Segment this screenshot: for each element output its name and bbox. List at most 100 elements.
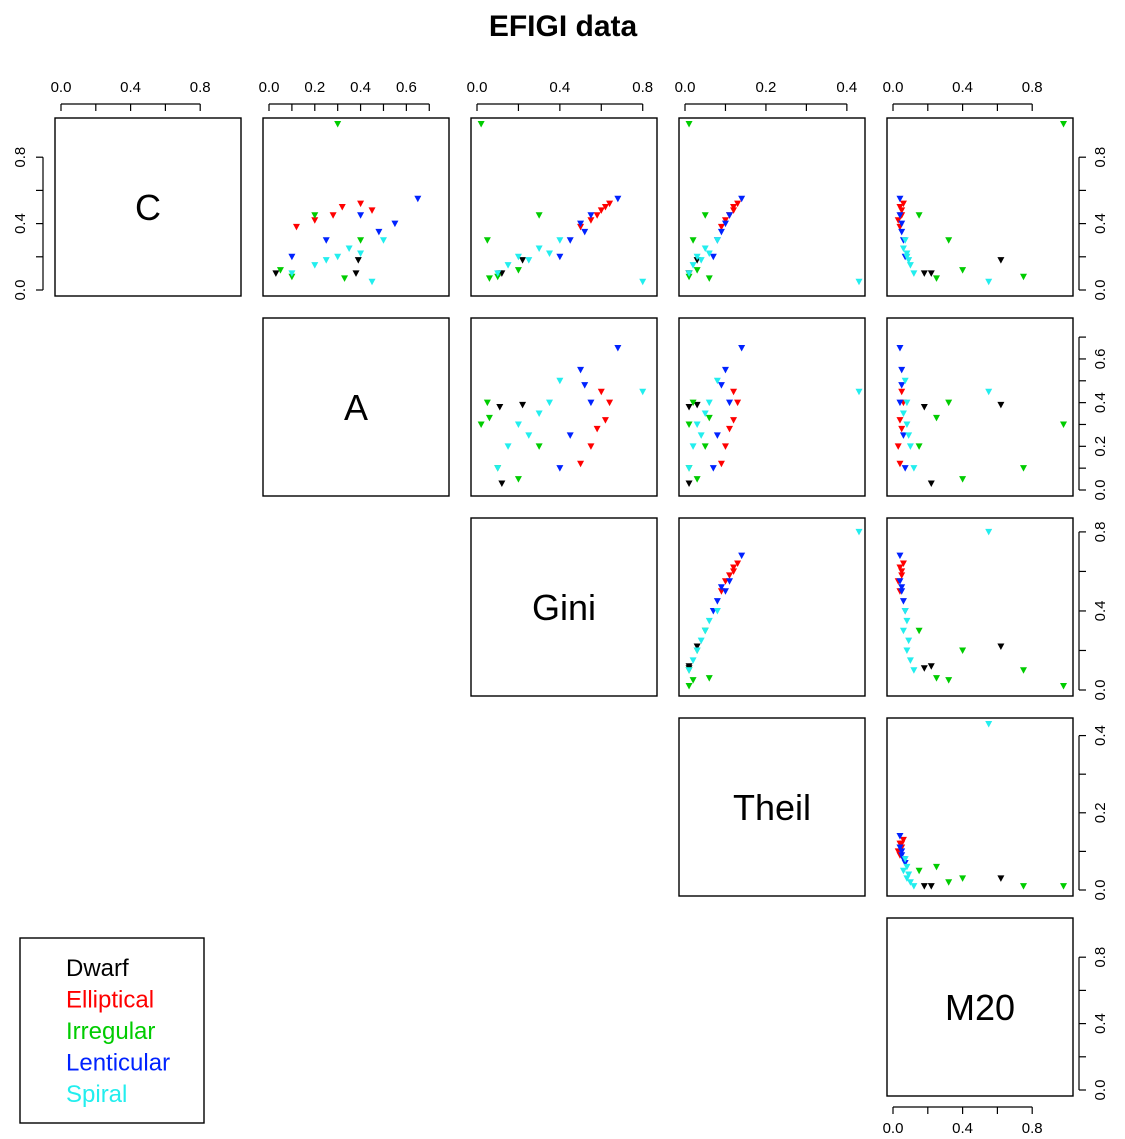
right-axis-m20: 0.0 0.4 0.8 [1078,947,1109,1100]
point-elliptical-4 [717,223,725,231]
panel-c-c: C [54,117,242,297]
point-lenticular-0 [896,578,904,585]
point-irregular-0 [685,421,693,428]
panel-frame [886,517,1074,697]
top-axis-m20: 0.0 0.4 0.8 [883,79,1043,111]
tick-label: 0.0 [883,1120,904,1137]
point-dwarf-2 [352,270,360,277]
tick-label: 0.8 [190,79,211,96]
point-elliptical-3 [606,200,614,208]
point-elliptical-3 [899,560,907,568]
point-lenticular-3 [614,345,622,352]
tick-label: 0.2 [756,79,777,96]
point-irregular-5 [933,275,940,282]
tick-label: 0.4 [952,1120,973,1137]
point-lenticular-4 [901,465,909,472]
point-irregular-2 [483,237,491,244]
point-elliptical-0 [896,204,904,211]
point-lenticular-0 [587,212,595,219]
tick-label: 0.0 [51,79,72,96]
point-elliptical-5 [368,207,376,214]
point-irregular-1 [1020,883,1027,890]
point-spiral-6 [525,432,533,439]
panel-frame [678,517,866,697]
tick-label: 0.4 [120,79,141,96]
point-spiral-2 [899,627,907,635]
point-spiral-1 [906,262,914,269]
top-axis-a: 0.0 0.2 0.4 0.6 [259,79,430,111]
point-spiral-3 [910,465,918,472]
point-spiral-7 [705,617,713,625]
tick-label: 0.8 [12,147,29,168]
tick-label: 0.0 [1092,480,1109,501]
tick-label: 0.4 [1092,601,1109,622]
point-irregular-5 [705,275,713,282]
point-lenticular-5 [717,382,725,389]
point-irregular-2 [483,399,491,407]
point-lenticular-2 [322,237,330,244]
tick-label: 0.4 [1092,392,1109,413]
right-axis-c: 0.0 0.4 0.8 [1078,147,1109,300]
point-elliptical-0 [338,204,346,211]
point-lenticular-0 [896,399,904,407]
tick-label: 0.0 [675,79,696,96]
point-irregular-0 [1060,421,1068,428]
point-lenticular-2 [713,432,721,439]
tick-label: 0.4 [1092,213,1109,234]
point-spiral-0 [693,421,701,428]
point-lenticular-0 [726,212,734,219]
point-elliptical-1 [593,425,601,433]
point-irregular-5 [485,414,493,422]
point-irregular-2 [357,237,365,244]
point-elliptical-2 [721,217,729,224]
right-axis-a: 0.0 0.2 0.4 0.6 [1078,336,1109,501]
point-elliptical-0 [896,417,904,424]
point-spiral-7 [903,863,911,871]
point-irregular-3 [915,627,923,635]
tick-label: 0.2 [1092,802,1109,823]
panel-frame [678,317,866,497]
point-lenticular-5 [375,228,383,236]
point-irregular-3 [701,443,709,450]
point-irregular-2 [945,677,953,684]
point-spiral-0 [903,253,911,261]
point-dwarf-0 [997,643,1005,651]
point-lenticular-1 [721,220,729,228]
point-dwarf-0 [997,401,1005,409]
point-spiral-4 [901,607,909,615]
point-lenticular-3 [614,195,622,203]
point-spiral-6 [905,432,913,439]
panel-frame [886,317,1074,497]
point-spiral-5 [855,528,863,536]
point-elliptical-5 [597,388,605,396]
point-irregular-4 [276,267,284,274]
point-elliptical-2 [894,217,902,224]
point-irregular-2 [689,399,697,407]
point-irregular-4 [514,476,522,483]
point-lenticular-3 [738,345,746,352]
point-spiral-1 [689,443,697,450]
panel-frame [886,917,1074,1097]
point-spiral-4 [713,607,721,615]
panel-gini-theil [678,517,866,697]
point-dwarf-2 [496,404,504,411]
tick-label: 0.4 [836,79,857,96]
point-lenticular-4 [288,253,296,261]
point-lenticular-1 [721,588,729,595]
point-spiral-7 [357,250,365,257]
point-lenticular-5 [898,382,906,389]
point-spiral-0 [514,253,522,261]
tick-label: 0.0 [883,79,904,96]
left-axis-c: 0.0 0.4 0.8 [12,147,44,300]
point-elliptical-4 [577,223,585,231]
top-axis-gini: 0.0 0.4 0.8 [467,79,653,111]
point-lenticular-1 [391,220,399,228]
point-lenticular-1 [898,220,906,228]
point-lenticular-5 [581,228,589,236]
point-dwarf-2 [920,883,928,890]
point-spiral-4 [379,237,387,244]
point-dwarf-0 [519,401,527,409]
point-irregular-0 [477,421,485,428]
point-lenticular-5 [581,382,589,389]
